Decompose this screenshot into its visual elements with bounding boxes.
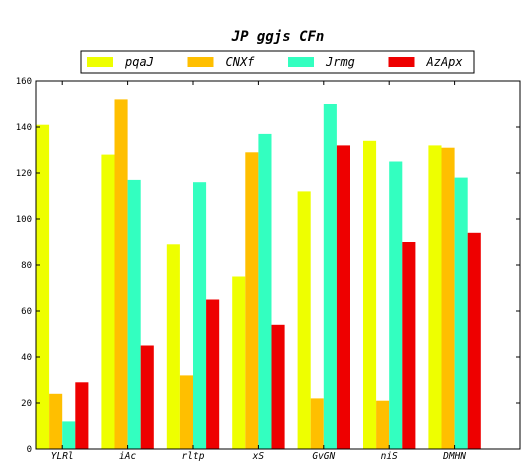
y-tick-label: 0 xyxy=(27,445,32,455)
y-tick-label: 140 xyxy=(16,123,32,133)
legend-box xyxy=(80,50,475,74)
x-tick-label: niS xyxy=(381,451,398,462)
bar-AzApx-rltp xyxy=(206,299,220,449)
x-tick-label: DMHN xyxy=(442,451,466,462)
bar-Jrmg-xS xyxy=(258,133,272,449)
legend-label-CNXf: CNXf xyxy=(226,55,256,69)
legend-swatch-Jrmg xyxy=(288,57,314,67)
legend: pqaJ CNXf Jrmg AzApx xyxy=(80,50,475,74)
bar-pqaJ-YLRl xyxy=(36,124,50,449)
x-tick-label: YLRl xyxy=(51,451,74,462)
plot-area: 0 20 40 60 80 100 120 140 160 YLRl iAc rltp xS GvGN ni… xyxy=(16,77,521,462)
y-tick-label: 120 xyxy=(16,169,32,179)
bar-pqaJ-iAc xyxy=(101,154,115,449)
bar-pqaJ-niS xyxy=(363,140,377,450)
bar-pqaJ-GvGN xyxy=(297,191,311,449)
bar-CNXf-DMHN xyxy=(441,147,455,449)
bar-AzApx-GvGN xyxy=(336,145,350,449)
chart-title: JP ggjs CFn xyxy=(231,29,325,45)
legend-swatch-CNXf xyxy=(187,57,214,67)
y-tick-label: 160 xyxy=(16,77,32,87)
bar-CNXf-xS xyxy=(245,152,259,450)
legend-swatch-AzApx xyxy=(388,57,415,67)
legend-swatch-pqaJ xyxy=(87,57,113,67)
y-tick-label: 80 xyxy=(21,261,32,271)
bar-pqaJ-rltp xyxy=(166,244,180,449)
x-tick-label: rltp xyxy=(182,451,205,462)
bar-AzApx-iAc xyxy=(140,345,154,449)
y-tick-label: 20 xyxy=(21,399,32,409)
bar-pqaJ-xS xyxy=(232,276,246,449)
bar-AzApx-niS xyxy=(402,242,416,449)
bar-Jrmg-rltp xyxy=(193,182,207,449)
x-tick-label: iAc xyxy=(119,451,136,462)
legend-label-Jrmg: Jrmg xyxy=(325,55,355,69)
y-tick-label: 100 xyxy=(16,215,32,225)
y-tick-label: 60 xyxy=(21,307,32,317)
x-tick-label: xS xyxy=(252,451,265,462)
bar-AzApx-DMHN xyxy=(467,232,481,449)
legend-label-AzApx: AzApx xyxy=(426,55,464,69)
bar-Jrmg-niS xyxy=(389,161,403,449)
bar-AzApx-YLRl xyxy=(75,382,89,449)
bar-AzApx-xS xyxy=(271,324,285,449)
bar-Jrmg-iAc xyxy=(127,179,141,449)
bar-Jrmg-YLRl xyxy=(62,421,76,449)
y-tick-label: 40 xyxy=(21,353,32,363)
bar-CNXf-niS xyxy=(376,400,390,449)
bar-CNXf-iAc xyxy=(114,99,128,450)
bar-Jrmg-GvGN xyxy=(323,104,337,449)
x-tick-label: GvGN xyxy=(312,451,335,462)
bar-CNXf-GvGN xyxy=(310,398,324,449)
bar-Jrmg-DMHN xyxy=(454,177,468,449)
legend-label-pqaJ: pqaJ xyxy=(124,55,154,69)
bar-CNXf-YLRl xyxy=(49,393,63,449)
bar-pqaJ-DMHN xyxy=(428,145,442,449)
bar-CNXf-rltp xyxy=(179,375,193,449)
